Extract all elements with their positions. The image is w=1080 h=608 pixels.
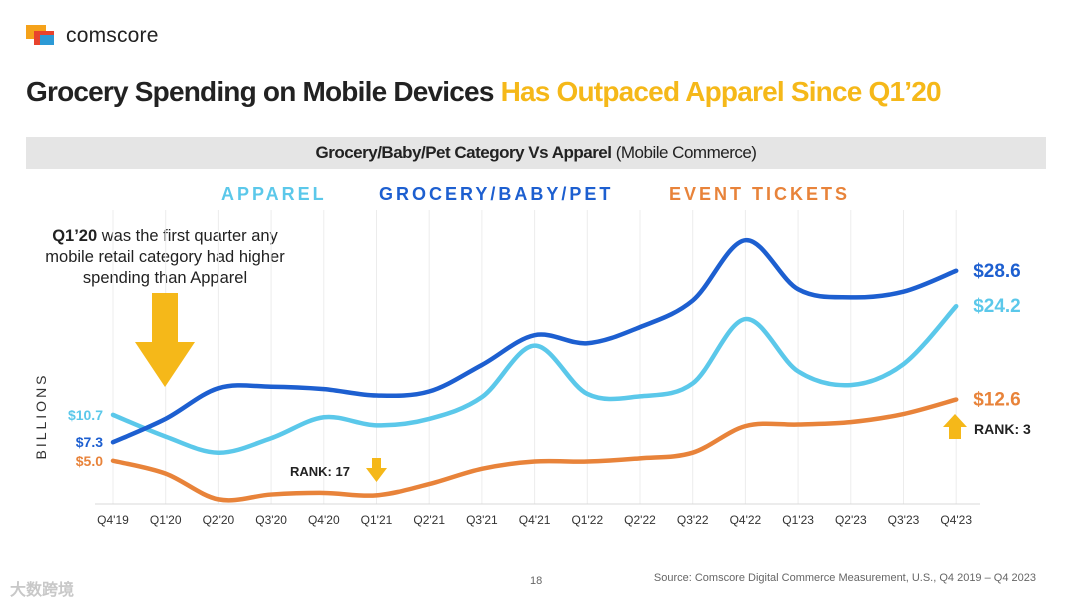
x-tick-labels: Q4'19 Q1'20 Q2'20 Q3'20 Q4'20 Q1'21 Q2'21 Q3'21…	[97, 513, 972, 527]
data-label-apparel-first: $10.7	[68, 407, 103, 423]
x-tick-label: Q3'23	[888, 513, 920, 527]
watermark: 大数跨境	[10, 582, 75, 599]
x-tick-label: Q4'20	[308, 513, 340, 527]
down-arrow-icon	[135, 293, 195, 387]
x-tick-label: Q4'22	[730, 513, 762, 527]
data-labels: $10.7 $24.2 $7.3 $28.6 $5.0 $12.6	[68, 261, 1021, 469]
series-line-apparel	[110, 303, 959, 455]
up-arrow-icon	[943, 414, 967, 439]
brand-logo: comscore	[26, 24, 159, 48]
data-label-apparel-last: $24.2	[973, 296, 1021, 317]
page-title: Grocery Spending on Mobile Devices Has O…	[26, 76, 942, 108]
subtitle-normal: (Mobile Commerce)	[611, 143, 757, 162]
x-tick-label: Q3'20	[255, 513, 287, 527]
legend-grocery: GROCERY/BABY/PET	[379, 184, 614, 204]
x-tick-label: Q2'21	[413, 513, 445, 527]
x-tick-label: Q2'20	[203, 513, 235, 527]
legend-event-tickets: EVENT TICKETS	[669, 184, 851, 204]
data-label-event-tickets-last: $12.6	[973, 390, 1021, 411]
x-tick-label: Q3'21	[466, 513, 498, 527]
series-line-grocery	[110, 237, 959, 445]
page-number: 18	[530, 575, 543, 587]
subtitle-bold: Grocery/Baby/Pet Category Vs Apparel	[315, 143, 613, 162]
x-tick-label: Q1'20	[150, 513, 182, 527]
data-label-event-tickets-first: $5.0	[76, 453, 103, 469]
x-tick-label: Q1'22	[571, 513, 603, 527]
x-tick-label: Q1'21	[361, 513, 393, 527]
x-tick-label: Q2'22	[624, 513, 656, 527]
series-line-event-tickets	[110, 397, 959, 503]
rank-label-q1-21: RANK: 17	[290, 464, 350, 479]
rank-label-q4-23: RANK: 3	[974, 421, 1031, 437]
x-tick-label: Q4'21	[519, 513, 551, 527]
title-part-2-highlight: Has Outpaced Apparel Since Q1’20	[500, 76, 942, 107]
data-label-grocery-last: $28.6	[973, 261, 1021, 282]
x-tick-label: Q4'23	[940, 513, 972, 527]
source-note: Source: Comscore Digital Commerce Measur…	[653, 572, 1036, 584]
data-label-grocery-first: $7.3	[76, 434, 103, 450]
comscore-logo-icon	[26, 25, 56, 47]
x-tick-label: Q2'23	[835, 513, 867, 527]
annotation-text: was the first quarter any mobile retail …	[45, 227, 285, 287]
series-lines	[110, 237, 959, 503]
annotation-bold: Q1’20	[52, 227, 98, 245]
x-tick-label: Q4'19	[97, 513, 129, 527]
x-tick-label: Q1'23	[782, 513, 814, 527]
y-axis-label: BILLIONS	[33, 372, 49, 459]
x-tick-label: Q3'22	[677, 513, 709, 527]
title-part-1: Grocery Spending on Mobile Devices	[26, 76, 501, 107]
brand-name: comscore	[66, 24, 159, 47]
gridlines	[95, 210, 980, 505]
chart-subtitle-bar: Grocery/Baby/Pet Category Vs Apparel (Mo…	[26, 137, 1046, 169]
small-down-arrow-icon	[366, 458, 387, 482]
legend-apparel: APPAREL	[221, 184, 327, 204]
annotation-note: Q1’20 was the first quarter any mobile r…	[30, 226, 300, 289]
